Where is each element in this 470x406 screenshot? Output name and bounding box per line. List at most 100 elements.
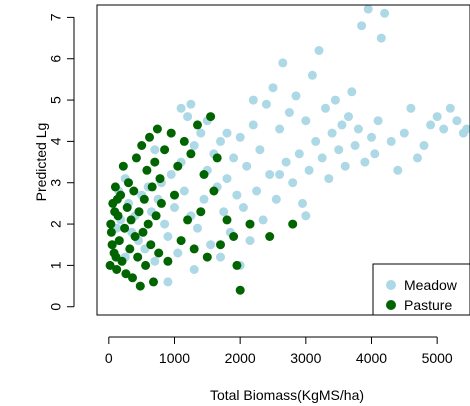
point-meadow-74	[353, 124, 363, 134]
point-meadow-76	[360, 157, 370, 167]
point-meadow-103	[176, 103, 186, 113]
plot-frame	[96, 4, 470, 316]
point-meadow-42	[248, 120, 258, 130]
point-pasture-32	[147, 182, 157, 192]
x-tick-label-1: 1000	[159, 350, 190, 366]
point-meadow-71	[344, 112, 353, 122]
point-meadow-77	[363, 4, 373, 14]
y-tick-label-5: 5	[48, 96, 64, 104]
point-pasture-51	[196, 207, 206, 217]
point-pasture-67	[110, 207, 120, 217]
point-pasture-4	[110, 182, 120, 192]
point-meadow-87	[413, 153, 422, 163]
point-pasture-18	[129, 186, 139, 196]
point-meadow-90	[432, 112, 442, 122]
point-meadow-62	[314, 46, 324, 55]
point-pasture-23	[135, 281, 145, 291]
point-pasture-55	[209, 186, 219, 196]
point-pasture-59	[229, 232, 239, 241]
point-meadow-18	[170, 203, 179, 212]
point-pasture-61	[235, 285, 245, 295]
point-pasture-10	[118, 161, 128, 171]
point-pasture-26	[139, 194, 149, 204]
point-meadow-89	[426, 120, 436, 130]
point-pasture-66	[107, 240, 117, 250]
point-meadow-68	[334, 145, 344, 155]
point-meadow-50	[275, 124, 285, 134]
point-pasture-0	[105, 260, 115, 270]
point-pasture-45	[176, 236, 186, 246]
point-pasture-40	[160, 145, 170, 155]
point-pasture-62	[245, 219, 255, 229]
data-points	[105, 4, 470, 295]
point-meadow-88	[419, 141, 429, 150]
point-pasture-53	[202, 252, 212, 262]
legend-marker-meadow	[386, 280, 396, 290]
point-meadow-16	[163, 232, 173, 241]
point-meadow-86	[406, 103, 416, 113]
point-pasture-56	[212, 153, 222, 163]
y-axis: 0 1 2 3 4 5 6 7	[48, 13, 75, 311]
point-meadow-70	[340, 161, 350, 171]
point-pasture-42	[166, 128, 176, 138]
point-meadow-29	[206, 240, 216, 250]
point-pasture-29	[143, 219, 153, 229]
point-pasture-17	[128, 273, 137, 283]
point-pasture-54	[206, 112, 216, 122]
point-meadow-21	[179, 186, 189, 196]
point-pasture-24	[137, 141, 147, 150]
point-meadow-82	[380, 8, 390, 18]
point-meadow-104	[186, 99, 196, 109]
y-tick-label-1: 1	[48, 261, 64, 269]
point-meadow-102	[150, 145, 160, 155]
point-pasture-60	[232, 260, 242, 270]
point-meadow-78	[367, 132, 376, 142]
point-meadow-107	[248, 95, 258, 105]
x-tick-label-5: 5000	[422, 350, 453, 366]
point-meadow-36	[229, 153, 239, 163]
point-meadow-52	[281, 157, 291, 167]
point-pasture-65	[106, 219, 116, 229]
point-meadow-24	[189, 141, 199, 150]
point-meadow-80	[373, 116, 383, 126]
point-pasture-12	[121, 269, 131, 279]
point-meadow-37	[232, 190, 242, 200]
point-meadow-17	[166, 170, 176, 179]
point-meadow-22	[183, 112, 193, 122]
point-meadow-83	[386, 136, 396, 146]
point-meadow-38	[235, 132, 245, 142]
point-meadow-27	[199, 194, 209, 204]
point-meadow-59	[304, 165, 314, 175]
x-axis-title: Total Biomass(KgMS/ha)	[210, 387, 364, 403]
point-pasture-49	[189, 244, 199, 254]
point-meadow-32	[216, 136, 225, 146]
point-meadow-92	[445, 103, 455, 113]
point-meadow-19	[173, 248, 183, 258]
point-meadow-108	[275, 170, 285, 179]
point-pasture-41	[163, 256, 173, 266]
point-meadow-54	[288, 178, 298, 188]
point-pasture-34	[150, 157, 160, 167]
x-axis: 0 1000 2000 3000 4000 5000	[105, 336, 453, 366]
point-meadow-63	[317, 153, 327, 163]
point-meadow-41	[245, 236, 255, 246]
point-meadow-97	[189, 265, 199, 274]
point-meadow-39	[238, 203, 248, 212]
legend-label-pasture: Pasture	[404, 297, 452, 313]
point-meadow-49	[271, 194, 281, 204]
point-pasture-21	[133, 252, 143, 262]
point-pasture-28	[142, 165, 152, 175]
point-meadow-26	[196, 128, 206, 138]
y-axis-title: Predicted Lg	[33, 123, 49, 202]
point-pasture-25	[138, 227, 148, 237]
y-tick-label-7: 7	[48, 13, 64, 21]
point-pasture-31	[146, 240, 156, 250]
point-pasture-52	[199, 170, 209, 179]
point-meadow-56	[294, 149, 304, 159]
point-meadow-46	[261, 99, 271, 109]
point-pasture-15	[125, 244, 135, 254]
point-meadow-72	[347, 87, 357, 97]
y-tick-label-4: 4	[48, 137, 64, 145]
point-pasture-58	[222, 215, 232, 225]
point-meadow-73	[350, 141, 360, 150]
